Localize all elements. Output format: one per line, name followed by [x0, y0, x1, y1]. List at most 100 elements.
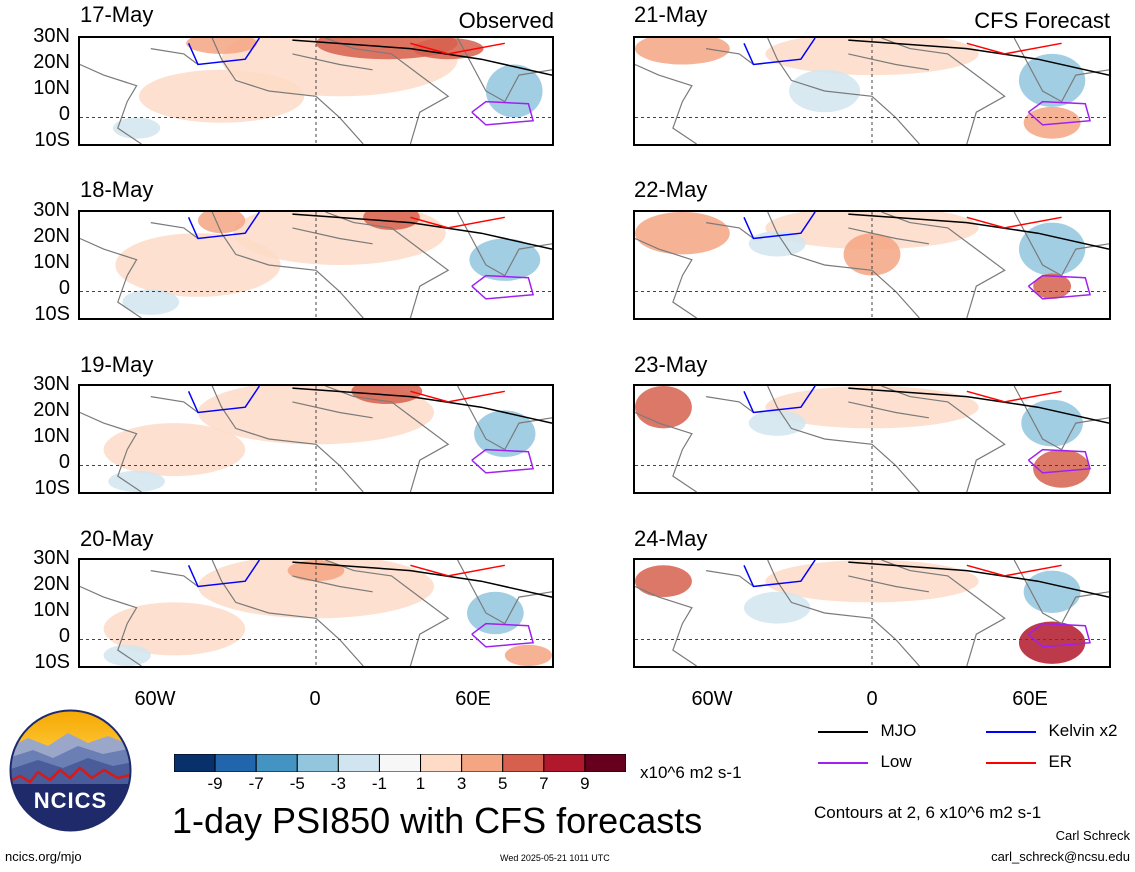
anomaly-shading [748, 410, 806, 436]
legend-er-label: ER [1048, 752, 1073, 771]
contour-line [743, 560, 816, 588]
coastline [706, 396, 754, 413]
lat-tick: 30N [33, 25, 70, 47]
timestamp: Wed 2025-05-21 1011 UTC [500, 853, 610, 863]
contour-line [966, 216, 1062, 229]
anomaly-shading [1033, 449, 1091, 488]
legend-er: ER [986, 752, 1072, 773]
lat-tick: 20N [33, 573, 70, 595]
legend-kelvin: Kelvin x2 [986, 721, 1117, 742]
author: Carl Schreck [1055, 828, 1130, 843]
coastline [881, 38, 1006, 144]
coastline [848, 227, 929, 245]
map-panel-observed-1 [78, 36, 554, 146]
contour-line [471, 622, 535, 648]
coastline [325, 560, 450, 666]
lon-tick-0-right: 0 [866, 688, 878, 710]
coastline [635, 585, 697, 666]
panel-date-6: 22-May [634, 177, 708, 202]
anomaly-shading [103, 602, 246, 656]
lat-tick: 20N [33, 225, 70, 247]
coastline [706, 48, 754, 65]
lat-tick: 0 [58, 277, 70, 299]
colorbar-tick-label: 9 [580, 774, 590, 793]
legend-low: Low [818, 752, 912, 773]
colorbar-tick-label: -9 [207, 774, 223, 793]
map-panel-forecast-2 [633, 210, 1111, 320]
map-panel-observed-2 [78, 210, 554, 320]
anomaly-shading [115, 233, 281, 297]
map-panel-forecast-4 [633, 558, 1111, 668]
contour-line [966, 390, 1062, 403]
coastline [706, 570, 754, 587]
coastline [881, 560, 1006, 666]
coastline [80, 63, 142, 144]
panel-date-2: 18-May [80, 177, 154, 202]
panel-date-1: 17-May [80, 2, 154, 27]
coastline [80, 411, 142, 492]
anomaly-shading [635, 386, 692, 429]
map-panel-forecast-3 [633, 384, 1111, 494]
coastline [150, 396, 199, 413]
colorbar-swatch [255, 753, 298, 773]
lat-tick: 30N [33, 373, 70, 395]
contour-line [187, 212, 261, 240]
contour-line [1027, 100, 1091, 126]
lon-tick-0-left: 0 [309, 688, 321, 710]
map-panel-forecast-1 [633, 36, 1111, 146]
anomaly-shading [1018, 53, 1086, 107]
anomaly-shading [186, 38, 257, 54]
lat-tick: 10S [34, 129, 70, 151]
contour-line [410, 390, 505, 403]
author-email: carl_schreck@ncsu.edu [991, 849, 1130, 864]
legend-kelvin-label: Kelvin x2 [1048, 721, 1118, 740]
coastline [635, 63, 697, 144]
lon-tick-60w-left: 60W [134, 688, 176, 710]
coastline [1013, 38, 1109, 103]
observed-label: Observed [458, 8, 554, 33]
coastline [457, 560, 552, 625]
colorbar-tick-label: -1 [371, 774, 388, 793]
contour-line [187, 560, 261, 588]
anomaly-shading [122, 289, 180, 315]
anomaly-shading [1033, 273, 1072, 299]
coastline [1013, 386, 1109, 451]
colorbar-units: x10^6 m2 s-1 [640, 763, 742, 782]
colorbar-swatch [502, 753, 545, 773]
panel-date-3: 19-May [80, 352, 154, 377]
panel-date-4: 20-May [80, 526, 154, 551]
coastline [1013, 212, 1109, 277]
anomaly-shading [474, 410, 536, 458]
coastline [457, 212, 552, 277]
anomaly-shading [635, 212, 730, 255]
colorbar-swatch [296, 753, 339, 773]
anomaly-shading [139, 69, 305, 123]
contour-note: Contours at 2, 6 x10^6 m2 s-1 [814, 803, 1042, 822]
panel-date-5: 21-May [634, 2, 708, 27]
coastline [881, 212, 1006, 318]
lat-tick: 20N [33, 399, 70, 421]
lat-tick: 10S [34, 303, 70, 325]
colorbar-swatch [461, 753, 504, 773]
coastline [150, 222, 199, 239]
contour-line [187, 386, 261, 414]
anomaly-shading [1018, 621, 1086, 664]
contour-line [410, 564, 505, 577]
lon-tick-60w-right: 60W [691, 688, 733, 710]
coastline [292, 53, 373, 71]
anomaly-shading [198, 212, 246, 234]
lon-tick-60e-right: 60E [1012, 688, 1048, 710]
legend-mjo: MJO [818, 721, 916, 742]
coastline [292, 575, 373, 593]
colorbar-swatch [420, 753, 463, 773]
contour-line [471, 100, 535, 126]
colorbar-swatch [378, 753, 422, 773]
map-panel-observed-3 [78, 384, 554, 494]
coastline [1013, 560, 1109, 625]
anomaly-shading [103, 423, 246, 477]
colorbar-tick-label: 5 [497, 774, 508, 793]
contour-line [187, 38, 261, 66]
anomaly-shading [1023, 106, 1081, 139]
contour-line [966, 564, 1062, 577]
coastline [881, 386, 1006, 492]
